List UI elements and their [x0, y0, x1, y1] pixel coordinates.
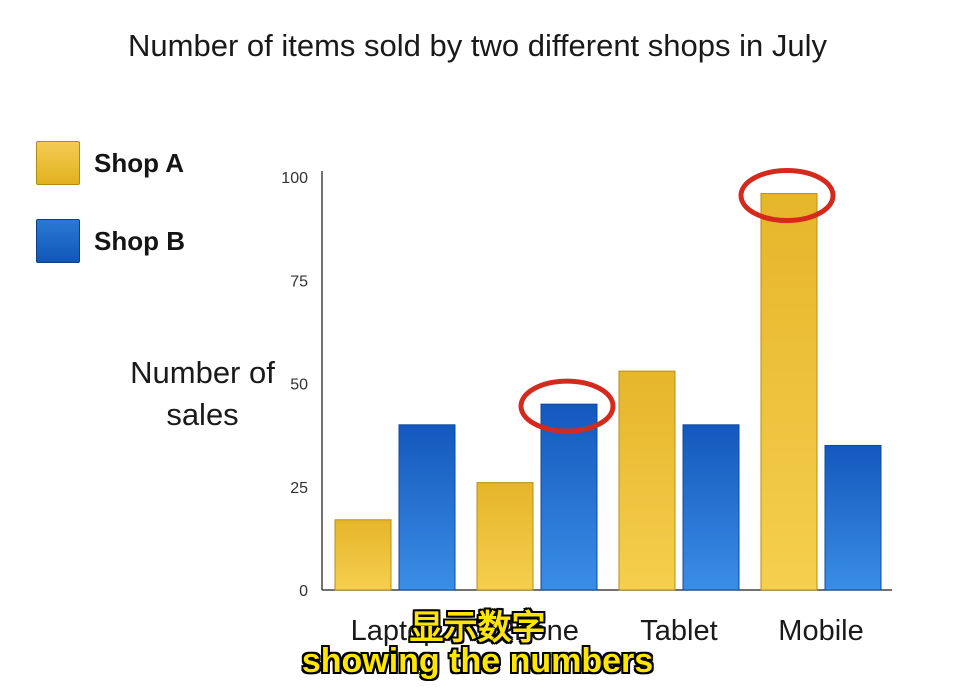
y-tick-label: 25 — [290, 480, 308, 497]
legend-label-shop-a: Shop A — [94, 147, 185, 178]
bar-shop-a-tablet — [618, 370, 676, 591]
legend-item-shop-a: Shop A — [36, 140, 184, 186]
bar-shop-b-phone — [540, 403, 598, 591]
bar-shop-b-mobile — [824, 444, 882, 591]
highlight-circle — [738, 168, 836, 224]
highlight-circle — [518, 378, 616, 434]
y-tick-label: 0 — [299, 583, 308, 600]
x-tick-label: Mobile — [778, 615, 863, 647]
bar-shop-a-laptop — [334, 519, 392, 591]
bar-shop-b-tablet — [682, 424, 740, 591]
x-tick-label: Phone — [495, 615, 579, 647]
y-axis-label: Number of sales — [130, 355, 275, 432]
bar-shop-a-mobile — [760, 193, 818, 591]
legend-label-shop-b: Shop B — [94, 225, 185, 256]
y-tick-label: 100 — [281, 170, 308, 187]
y-tick-label: 50 — [290, 377, 308, 394]
legend-item-shop-b: Shop B — [36, 218, 185, 264]
subtitle-chinese: 显示数字 — [409, 609, 546, 647]
bar-shop-b-laptop — [398, 424, 456, 591]
legend-swatch-shop-a — [36, 141, 80, 185]
subtitle-english: showing the numbers — [301, 642, 654, 680]
bar-shop-a-phone — [476, 482, 534, 591]
x-tick-label: Laptop — [351, 615, 440, 647]
x-tick-label: Tablet — [640, 615, 717, 647]
legend-swatch-shop-b — [36, 219, 80, 263]
chart-title: Number of items sold by two different sh… — [128, 28, 827, 63]
y-tick-label: 75 — [290, 273, 308, 290]
